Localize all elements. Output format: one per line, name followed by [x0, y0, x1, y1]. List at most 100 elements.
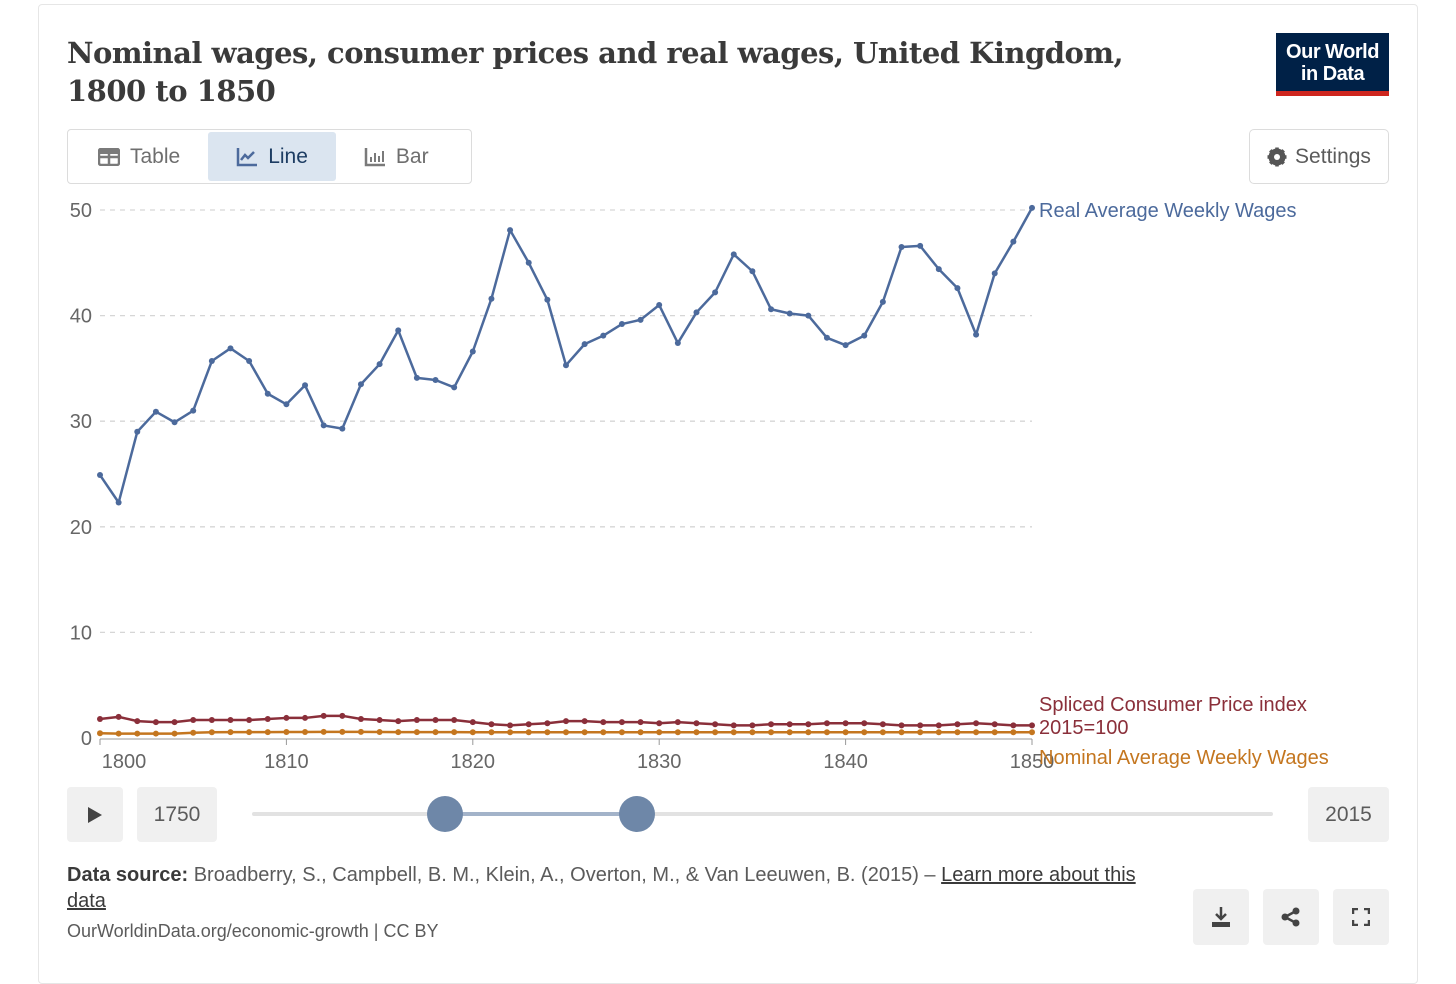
data-point [320, 712, 327, 719]
data-point [395, 718, 402, 725]
data-point [954, 729, 961, 736]
data-point [115, 713, 122, 720]
data-point [991, 721, 998, 728]
tab-table[interactable]: Table [70, 132, 208, 181]
data-point [712, 721, 719, 728]
data-point [544, 720, 551, 727]
data-point [823, 720, 830, 727]
data-point [339, 728, 346, 735]
data-point [656, 729, 663, 736]
data-point [208, 729, 215, 736]
source-url[interactable]: OurWorldinData.org/economic-growth | CC … [67, 921, 439, 941]
data-point [973, 729, 980, 736]
data-point [917, 242, 924, 249]
data-point [246, 729, 253, 736]
data-point [376, 717, 383, 724]
data-point [302, 728, 309, 735]
data-point [693, 729, 700, 736]
data-point [451, 717, 458, 724]
data-point [823, 729, 830, 736]
data-point [171, 730, 178, 737]
data-point [563, 729, 569, 736]
data-point [264, 390, 271, 397]
data-point [786, 729, 793, 736]
data-point [134, 718, 141, 725]
data-point [917, 722, 924, 729]
data-point [413, 717, 420, 724]
share-button[interactable] [1263, 889, 1319, 945]
data-point [227, 729, 234, 736]
data-point [395, 327, 402, 334]
settings-button[interactable]: Settings [1249, 129, 1389, 184]
line-chart-icon [236, 147, 258, 166]
timeline-selected-range [445, 812, 637, 816]
timeline-start-handle[interactable] [427, 796, 463, 832]
data-point [618, 719, 625, 726]
data-point [600, 729, 607, 736]
line-chart: 0 10 20 30 40 50 1800 1810 1820 1830 1840 1850 Real … [70, 200, 1329, 773]
data-point [544, 296, 551, 303]
owid-logo[interactable]: Our World in Data [1276, 33, 1389, 96]
data-point [451, 729, 458, 736]
data-point [152, 730, 159, 737]
data-point [171, 719, 178, 726]
data-point [805, 729, 812, 736]
data-point [302, 382, 309, 389]
play-button[interactable] [67, 787, 123, 842]
data-point [413, 729, 420, 736]
download-button[interactable] [1193, 889, 1249, 945]
data-point [842, 720, 849, 727]
fullscreen-icon [1352, 908, 1370, 926]
data-point [246, 358, 253, 365]
x-tick-label: 1820 [451, 751, 496, 773]
data-point [171, 419, 178, 426]
data-point [208, 358, 215, 365]
data-point [674, 729, 681, 736]
data-point [190, 717, 197, 724]
data-point [823, 334, 830, 341]
data-point [786, 721, 793, 728]
data-point [97, 730, 103, 737]
tab-bar[interactable]: Bar [336, 132, 457, 181]
data-point [618, 321, 625, 328]
data-point [134, 428, 141, 435]
data-point [563, 362, 569, 369]
legend-cpi-base: 2015=100 [1039, 717, 1129, 739]
data-point [376, 728, 383, 735]
y-tick-label: 0 [81, 728, 92, 750]
data-point [954, 721, 961, 728]
data-point [469, 729, 476, 736]
data-point [656, 720, 663, 727]
x-tick-label: 1810 [264, 751, 309, 773]
tab-line-label: Line [268, 144, 308, 168]
data-point [861, 720, 868, 727]
data-source: Data source: Broadberry, S., Campbell, B… [67, 862, 1157, 914]
data-point [1010, 729, 1017, 736]
y-tick-label: 20 [70, 517, 92, 539]
data-point [730, 729, 737, 736]
timeline-end-handle[interactable] [619, 796, 655, 832]
timeline-track[interactable] [252, 812, 1273, 816]
timeline-end-label: 2015 [1308, 787, 1389, 842]
y-tick-label: 40 [70, 306, 92, 328]
download-icon [1212, 907, 1230, 927]
data-point [917, 729, 924, 736]
view-tabs: Table Line Bar [67, 129, 472, 184]
legend-nominal-wages: Nominal Average Weekly Wages [1039, 747, 1329, 769]
data-point [898, 729, 905, 736]
y-tick-label: 30 [70, 411, 92, 433]
learn-more-link[interactable]: Learn more about this data [67, 864, 1136, 912]
data-point [600, 332, 607, 339]
data-point [749, 722, 756, 729]
fullscreen-button[interactable] [1333, 889, 1389, 945]
data-point [600, 719, 607, 726]
data-point [1010, 722, 1017, 729]
data-point [637, 719, 644, 726]
data-point [879, 721, 886, 728]
data-point [656, 302, 663, 309]
data-point [339, 712, 346, 719]
data-point [563, 718, 569, 725]
data-point [991, 270, 998, 277]
tab-table-label: Table [130, 144, 181, 168]
tab-line[interactable]: Line [208, 132, 336, 181]
